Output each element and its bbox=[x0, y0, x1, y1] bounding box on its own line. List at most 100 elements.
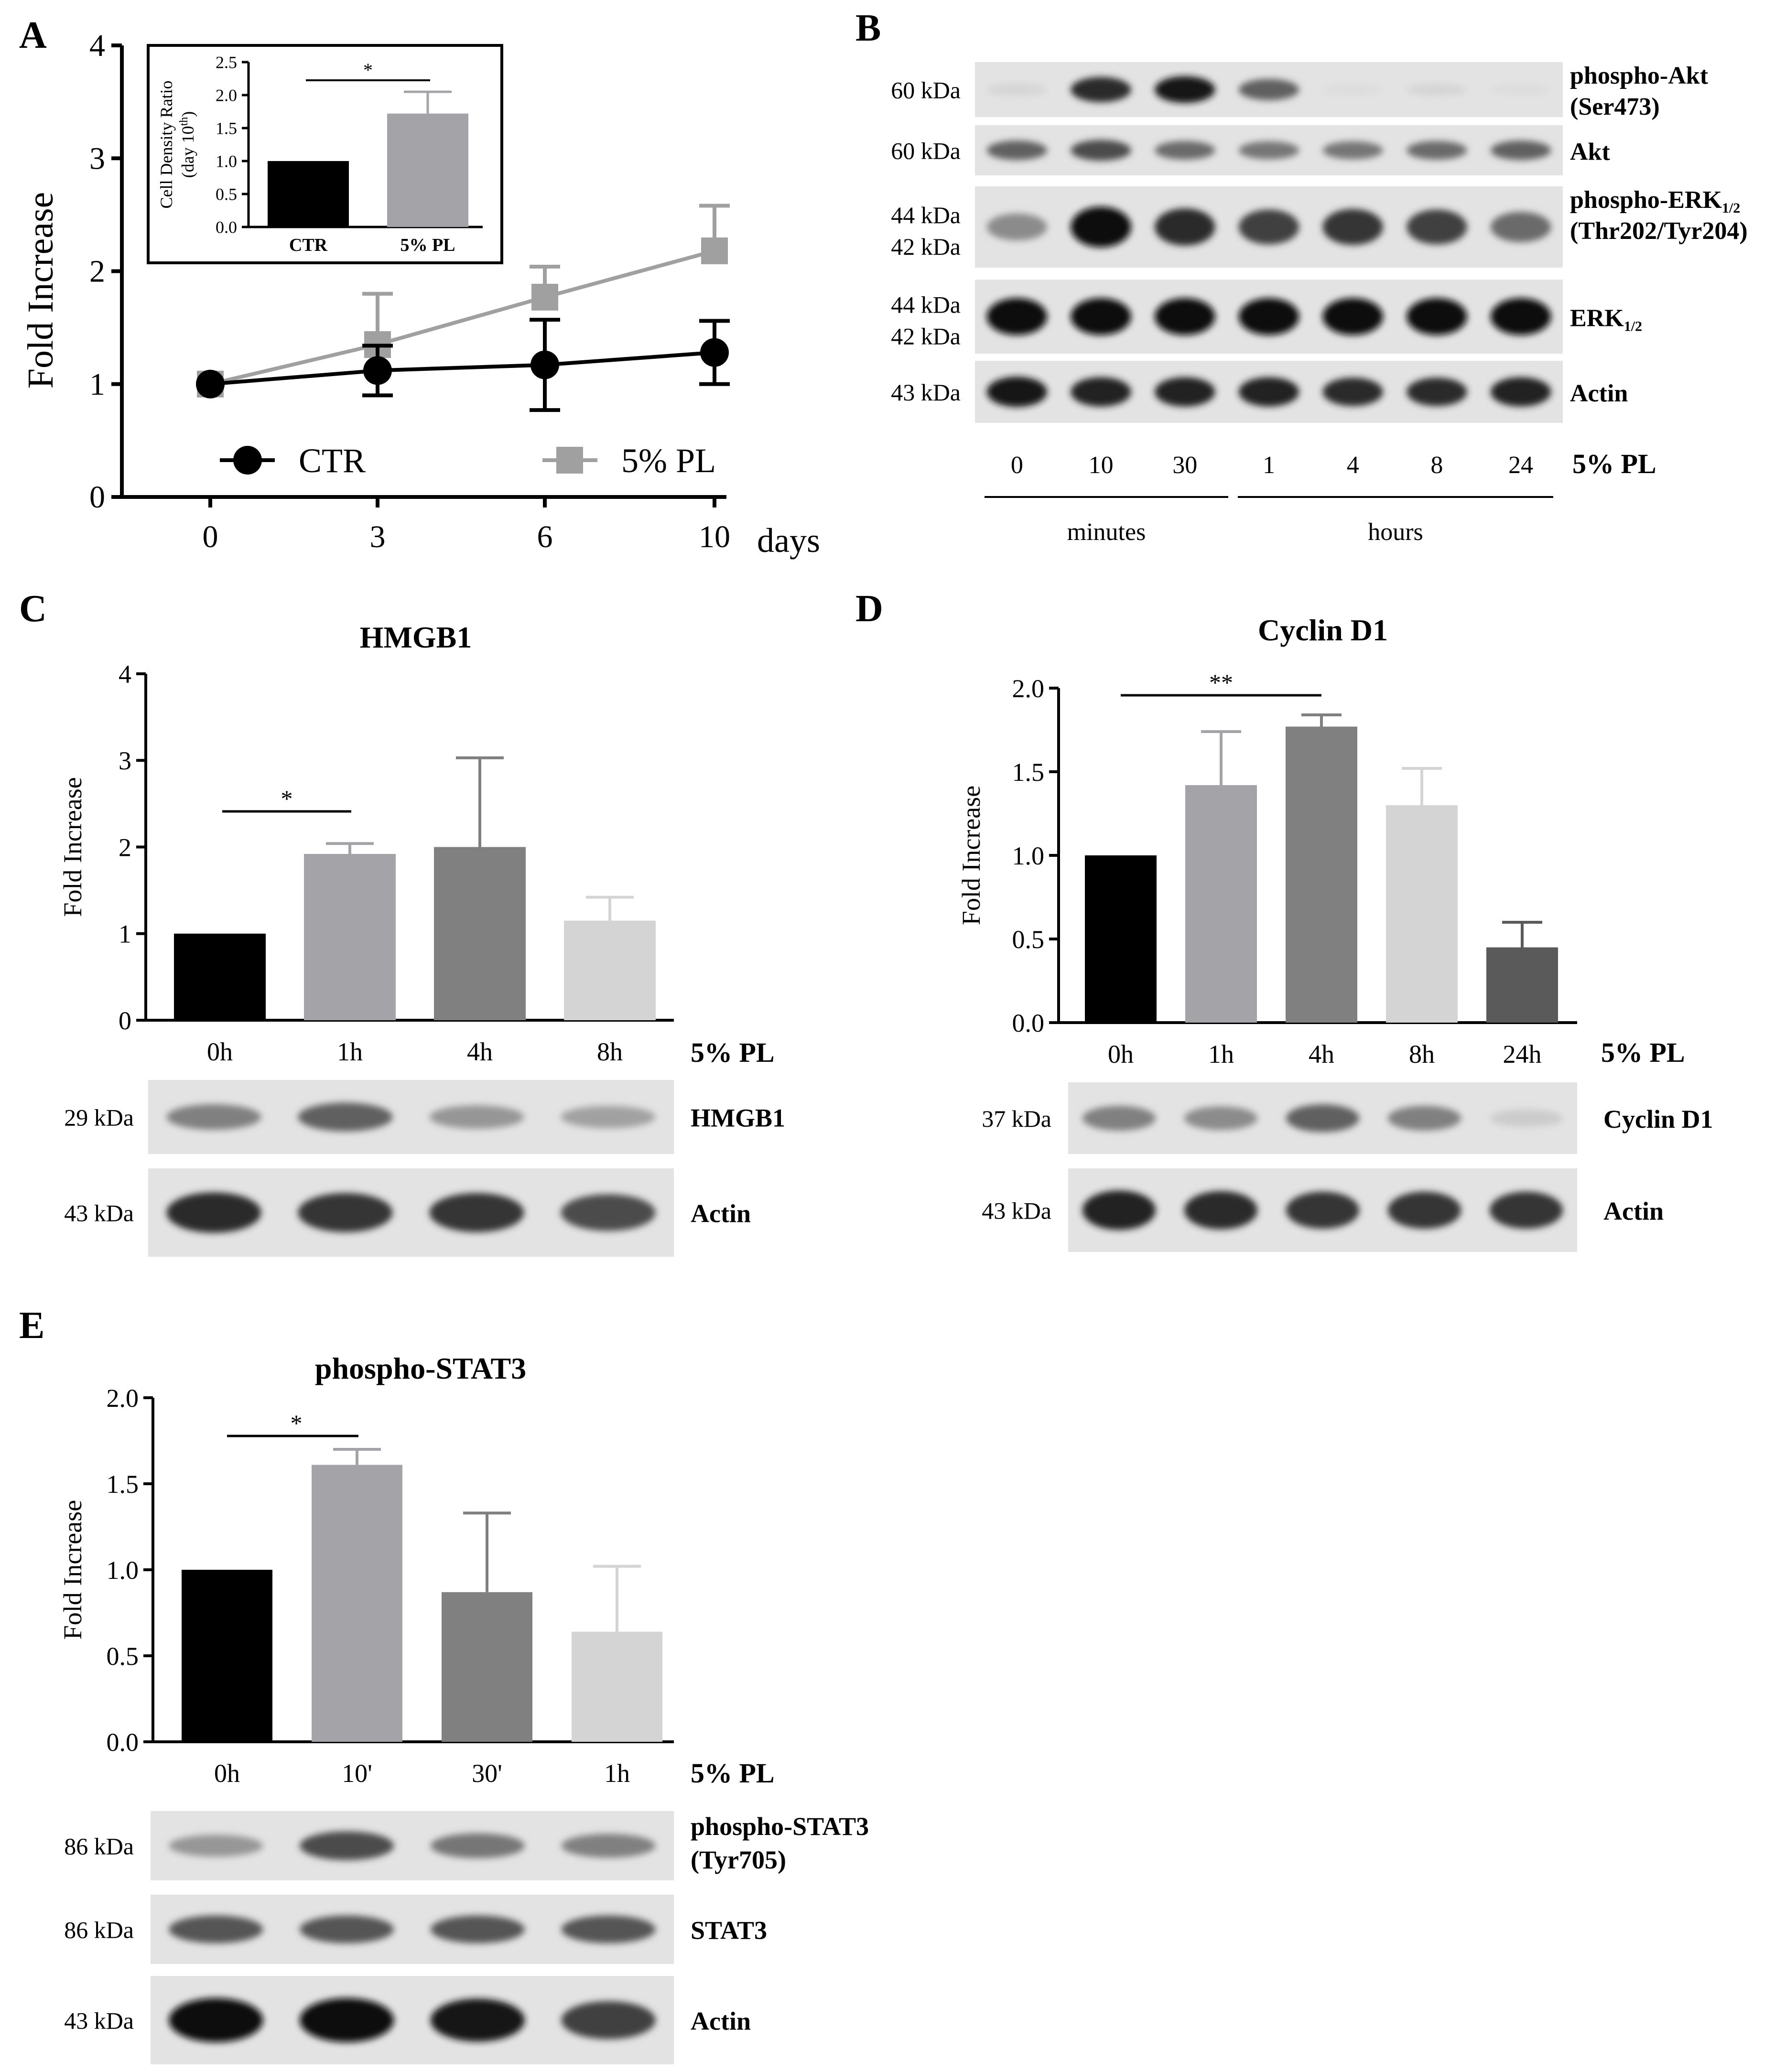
panel-title-e: phospho-STAT3 bbox=[315, 1351, 526, 1385]
bar-30' bbox=[442, 1592, 532, 1742]
hmgb1-bar-chart: 0 1 2 3 4 Fold Increase 0h 1h 4h 8h 5% PL * bbox=[58, 660, 775, 1068]
blot-b-row-0-band bbox=[1238, 79, 1299, 100]
y-tick-label: 3 bbox=[119, 746, 131, 775]
significance-star: * bbox=[291, 1410, 303, 1436]
significance-star: * bbox=[363, 59, 373, 81]
blot-b-row-4-band bbox=[1238, 377, 1299, 407]
kda-label: 60 kDa bbox=[891, 138, 961, 164]
blot-d-row-1-bands bbox=[1082, 1190, 1563, 1230]
panel-c: C HMGB1 0 1 2 3 4 Fold Increase 0h 1h 4h 8h 5% PL *… bbox=[19, 588, 785, 1257]
blot-e-row-2-band bbox=[430, 1998, 525, 2042]
y-tick-label: 1.0 bbox=[1012, 842, 1045, 870]
protein-label-sub: (Ser473) bbox=[1570, 93, 1660, 120]
panel-a: A 0 1 2 3 4 0 3 6 10 days Fold Increase CTR 5% PL 0.… bbox=[19, 14, 820, 560]
x-tick-label: 4h bbox=[1309, 1040, 1334, 1068]
blot-b-row-3-band bbox=[1238, 298, 1299, 335]
bar-8h bbox=[1386, 805, 1458, 1023]
data-point-ctr bbox=[363, 356, 392, 385]
y-tick-label: 4 bbox=[89, 28, 105, 63]
blot-b-row-2-band bbox=[1238, 209, 1299, 245]
blot-d-row-0-bands bbox=[1082, 1104, 1563, 1133]
western-blot-c: 29 kDa HMGB1 43 kDa Actin bbox=[64, 1080, 785, 1257]
blot-b-row-0-band bbox=[1407, 83, 1467, 96]
y-tick-label: 0.0 bbox=[1012, 1009, 1045, 1037]
protein-label: Akt bbox=[1570, 139, 1610, 166]
blot-c-row-1-band bbox=[561, 1194, 656, 1231]
kda-label: 44 kDa bbox=[891, 291, 961, 318]
y-tick-label: 0.5 bbox=[216, 185, 237, 204]
blot-b-row-3-band bbox=[1071, 298, 1131, 335]
x-tick-label: 24h bbox=[1503, 1040, 1542, 1068]
treatment-label: 5% PL bbox=[691, 1758, 775, 1789]
bar-4h bbox=[434, 847, 526, 1020]
y-axis-label: Fold Increase bbox=[957, 786, 985, 925]
blot-b-row-2-bands bbox=[986, 206, 1551, 248]
bar-0h bbox=[1085, 855, 1157, 1023]
series-line-5% PL bbox=[210, 249, 715, 386]
y-tick-label: 1.5 bbox=[216, 119, 237, 138]
protein-label: STAT3 bbox=[691, 1916, 767, 1945]
series-line-CTR bbox=[210, 350, 715, 386]
western-blot-e: 86 kDa phospho-STAT3 (Tyr705) 86 kDa STAT3 43… bbox=[64, 1811, 869, 2064]
lane-label: 4 bbox=[1347, 452, 1359, 479]
blot-b-row-1-band bbox=[1490, 140, 1551, 160]
panel-e: E phospho-STAT3 0.0 0.5 1.0 1.5 2.0 Fold Incr… bbox=[19, 1305, 869, 2064]
bar-8h bbox=[564, 920, 656, 1020]
y-tick-label: 2.0 bbox=[1012, 674, 1045, 703]
y-axis-label: Fold Increase bbox=[58, 1500, 87, 1640]
kda-label: 60 kDa bbox=[891, 77, 961, 104]
lane-label: 0 bbox=[1011, 452, 1023, 479]
x-tick-label: 3 bbox=[370, 519, 386, 554]
bar-0h bbox=[182, 1570, 272, 1742]
phospho-stat3-bar-chart: 0.0 0.5 1.0 1.5 2.0 Fold Increase 0h 10' 30' 1h 5%… bbox=[58, 1384, 775, 1789]
blot-b-row-1-band bbox=[1071, 140, 1131, 161]
x-tick-label: 1h bbox=[1208, 1040, 1234, 1068]
y-tick-label: 2 bbox=[89, 254, 105, 289]
kda-label: 43 kDa bbox=[64, 2007, 134, 2034]
blot-b-row-1-band bbox=[1322, 141, 1383, 160]
cell-density-inset-chart: 0.0 0.5 1.0 1.5 2.0 2.5 CTR 5% PL Cell Density R… bbox=[147, 44, 503, 264]
bar-24h bbox=[1486, 947, 1558, 1023]
blot-d-row-1-band bbox=[1286, 1191, 1360, 1229]
blot-d-row-0-band bbox=[1082, 1106, 1156, 1131]
inset-y-label-2: (day 10th) bbox=[178, 111, 197, 178]
blot-b-row-3-bands bbox=[986, 298, 1551, 335]
blot-d-row-1-band bbox=[1082, 1190, 1156, 1230]
blot-e-row-2-band bbox=[169, 1998, 263, 2042]
minutes-label: minutes bbox=[1067, 518, 1146, 546]
panel-letter-c: C bbox=[19, 588, 47, 630]
blot-c-row-1-band bbox=[429, 1193, 524, 1232]
blot-b-row-4-band bbox=[1322, 378, 1383, 406]
kda-label: 42 kDa bbox=[891, 323, 961, 350]
significance-star: ** bbox=[1209, 669, 1233, 696]
y-tick-label: 4 bbox=[119, 660, 131, 689]
data-point-ctr bbox=[530, 350, 559, 379]
blot-d-row-1-band bbox=[1387, 1191, 1461, 1229]
blot-b-row-1-bands bbox=[986, 140, 1551, 161]
legend-label-pl: 5% PL bbox=[621, 442, 716, 480]
blot-d-row-0-band bbox=[1286, 1104, 1360, 1133]
y-tick-label: 2.5 bbox=[216, 53, 237, 72]
y-tick-label: 0.0 bbox=[216, 218, 237, 237]
blot-b-row-2-band bbox=[986, 213, 1048, 241]
inset-y-label-1: Cell Density Ratio bbox=[157, 81, 176, 209]
panel-title-d: Cyclin D1 bbox=[1258, 613, 1388, 647]
blot-e-row-1-band bbox=[430, 1915, 525, 1943]
legend-marker-ctr bbox=[233, 446, 262, 475]
blot-c-row-0-band bbox=[561, 1105, 656, 1129]
blot-e-row-0-bands bbox=[169, 1831, 656, 1860]
western-blot-b: 60 kDa phospho-Akt (Ser473) 60 kDa Akt 44 kDa… bbox=[891, 62, 1748, 546]
bar-4h bbox=[1286, 726, 1357, 1023]
data-point-ctr bbox=[196, 369, 225, 399]
y-tick-label: 2.0 bbox=[107, 1384, 139, 1413]
y-tick-label: 0 bbox=[89, 480, 105, 515]
blot-d-row-0-band bbox=[1387, 1106, 1461, 1131]
x-tick-label: 30' bbox=[472, 1759, 502, 1788]
growth-line-chart: 0 1 2 3 4 0 3 6 10 days Fold Increase CTR 5% PL bbox=[21, 28, 820, 560]
protein-label-sub: (Thr202/Tyr204) bbox=[1570, 217, 1748, 245]
y-tick-label: 1.0 bbox=[107, 1556, 139, 1585]
blot-d-row-0-band bbox=[1489, 1109, 1563, 1127]
y-tick-label: 1.5 bbox=[1012, 758, 1045, 787]
blot-e-row-1-band bbox=[169, 1915, 263, 1943]
treatment-label: 5% PL bbox=[1572, 448, 1656, 479]
